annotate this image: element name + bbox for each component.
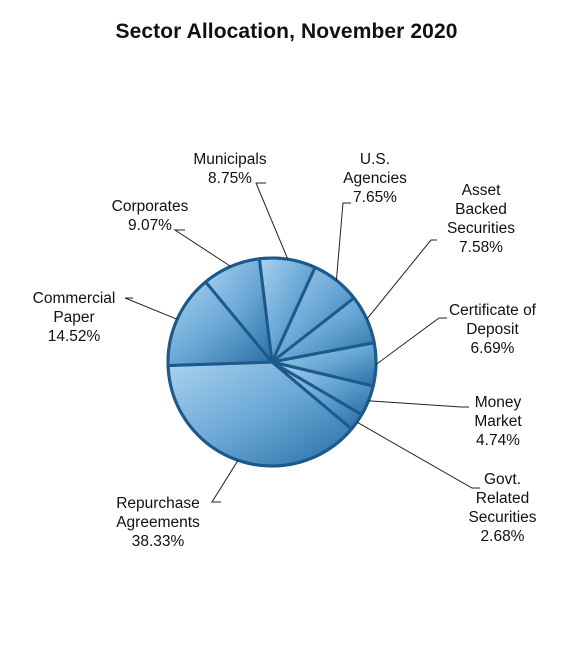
leader-line-repurchase-agreements — [211, 460, 239, 503]
slice-name-line: Money — [474, 394, 522, 411]
pie-outline — [166, 256, 378, 468]
slice-label-govt-related-securities: Govt. Related Securities 2.68% — [455, 470, 550, 546]
slice-value: 38.33% — [131, 533, 185, 550]
slice-name-line: Securities — [468, 509, 537, 526]
leader-line-money-market — [368, 400, 469, 408]
slice-value: 9.07% — [128, 217, 172, 234]
slice-value: 7.58% — [459, 239, 503, 256]
slice-name-line: Govt. — [483, 471, 522, 488]
slice-name-line: Repurchase — [116, 495, 200, 512]
slice-label-asset-backed-securities: Asset Backed Securities 7.58% — [435, 181, 527, 257]
leader-line-asset-backed-securities — [366, 239, 437, 320]
leader-line-certificate-of-deposit — [375, 317, 447, 365]
slice-name-line: Asset — [461, 182, 501, 199]
slice-name-line: Related — [475, 490, 530, 507]
leader-line-municipals — [255, 182, 289, 260]
slice-name-line: Municipals — [193, 151, 267, 168]
slice-label-u-s-agencies: U.S. Agencies 7.65% — [330, 150, 420, 207]
leader-line-u-s-agencies — [335, 202, 351, 281]
slice-label-corporates: Corporates 9.07% — [100, 197, 200, 235]
slice-name-line: Corporates — [111, 198, 189, 215]
slice-value: 8.75% — [208, 170, 252, 187]
slice-name-line: Market — [474, 413, 522, 430]
slice-name-line: Deposit — [466, 321, 519, 338]
slice-name-line: Agreements — [116, 514, 200, 531]
slice-name-line: Backed — [455, 201, 507, 218]
slice-name-line: Paper — [53, 309, 95, 326]
slice-name-line: Certificate of — [448, 302, 536, 319]
slice-value: 7.65% — [353, 189, 397, 206]
leader-line-commercial-paper — [124, 297, 178, 320]
slice-value: 14.52% — [47, 328, 101, 345]
slice-name-line: Agencies — [343, 170, 407, 187]
slice-name-line: Securities — [446, 220, 516, 237]
slice-label-repurchase-agreements: Repurchase Agreements 38.33% — [103, 494, 213, 551]
slice-value: 6.69% — [470, 340, 515, 357]
leader-line-corporates — [173, 229, 232, 267]
chart-title: Sector Allocation, November 2020 — [115, 20, 458, 43]
leader-line-govt-related-securities — [356, 421, 480, 489]
slice-label-money-market: Money Market 4.74% — [458, 393, 538, 450]
slice-label-municipals: Municipals 8.75% — [185, 150, 275, 188]
slice-name-line: U.S. — [359, 151, 391, 168]
slice-value: 2.68% — [480, 528, 525, 545]
slice-label-commercial-paper: Commercial Paper 14.52% — [20, 289, 128, 346]
slice-value: 4.74% — [476, 432, 520, 449]
slice-label-certificate-of-deposit: Certificate of Deposit 6.69% — [440, 301, 545, 358]
slice-name-line: Commercial — [32, 290, 116, 307]
